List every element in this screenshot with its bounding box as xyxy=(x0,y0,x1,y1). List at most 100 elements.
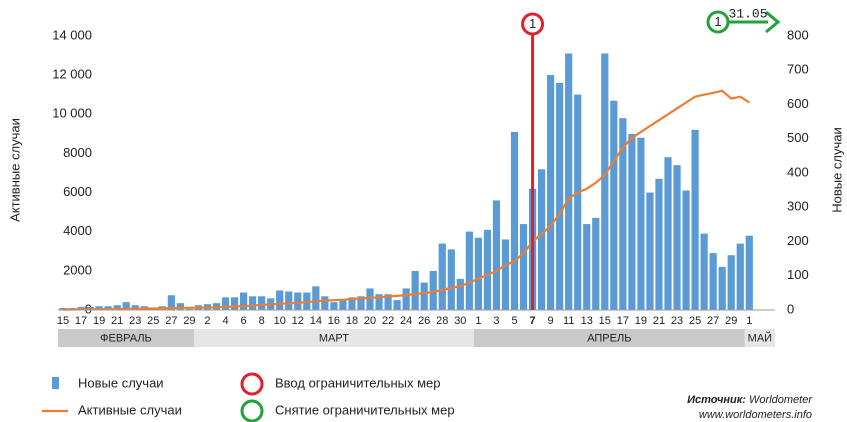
x-tick-label: 12 xyxy=(292,315,304,327)
lift-marker-circle xyxy=(706,10,730,34)
bar xyxy=(429,270,437,310)
x-tick-label: 1 xyxy=(475,315,481,327)
legend-label: Ввод ограничительных мер xyxy=(275,375,440,390)
bar xyxy=(375,294,383,310)
month-band xyxy=(744,329,775,347)
bar xyxy=(736,243,744,310)
bar xyxy=(384,294,392,310)
bar xyxy=(700,233,708,310)
x-tick-label: 21 xyxy=(653,315,665,327)
bar xyxy=(240,292,248,310)
bar xyxy=(330,302,338,310)
x-tick-label: 25 xyxy=(689,315,701,327)
bar xyxy=(366,288,374,310)
bar xyxy=(185,308,194,310)
bar xyxy=(628,133,636,310)
lift-arrow-head xyxy=(765,10,781,34)
lift-date: 31.05 xyxy=(728,6,767,21)
bar xyxy=(592,217,600,310)
bar xyxy=(339,299,347,310)
month-label: МАРТ xyxy=(319,332,349,344)
bar xyxy=(574,94,582,310)
y-tick-label: 4000 xyxy=(63,223,92,238)
month-band xyxy=(473,329,745,347)
bar xyxy=(565,53,573,310)
lift-marker-label: 1 xyxy=(714,14,721,29)
y2-tick-label: 100 xyxy=(787,267,809,282)
x-tick-label: 3 xyxy=(493,315,499,327)
legend-marker xyxy=(240,372,264,396)
y-tick-label: 12 000 xyxy=(52,67,92,82)
bar xyxy=(682,190,690,310)
bar xyxy=(167,295,175,310)
bar xyxy=(510,131,519,310)
bar xyxy=(321,296,329,310)
x-tick-label: 7 xyxy=(529,315,535,327)
bar xyxy=(664,157,672,310)
bar xyxy=(537,169,546,310)
y2-tick-label: 800 xyxy=(787,27,809,42)
bar xyxy=(501,239,510,310)
bar xyxy=(456,278,464,310)
bar xyxy=(718,266,726,310)
bar xyxy=(637,137,645,310)
x-tick-label: 30 xyxy=(454,315,466,327)
bar xyxy=(402,288,410,310)
x-tick-label: 24 xyxy=(400,315,412,327)
legend-label: Снятие ограничительных мер xyxy=(275,402,455,417)
x-tick-label: 25 xyxy=(147,315,159,327)
intro-marker-label: 1 xyxy=(529,16,536,31)
legend-marker xyxy=(240,399,264,422)
y-tick-label: 8000 xyxy=(63,145,92,160)
x-tick-label: 13 xyxy=(581,315,593,327)
x-tick-label: 10 xyxy=(274,315,286,327)
bar xyxy=(221,297,230,310)
intro-marker-circle xyxy=(521,12,545,36)
bar xyxy=(610,100,618,310)
month-band xyxy=(58,329,194,347)
bar xyxy=(230,297,239,310)
bar xyxy=(465,231,473,310)
x-tick-label: 15 xyxy=(599,315,611,327)
bar xyxy=(285,291,293,310)
y-axis-title: Активные случаи xyxy=(7,118,22,222)
x-tick-label: 15 xyxy=(57,315,69,327)
y2-tick-label: 700 xyxy=(787,62,809,77)
y-tick-label: 6000 xyxy=(63,184,92,199)
x-tick-label: 19 xyxy=(93,315,105,327)
bar xyxy=(249,296,257,310)
x-tick-label: 23 xyxy=(671,315,683,327)
x-tick-label: 21 xyxy=(111,315,123,327)
bar xyxy=(357,296,365,310)
bar xyxy=(673,165,681,310)
month-label: МАЙ xyxy=(748,331,772,344)
bar xyxy=(619,118,627,310)
x-tick-label: 11 xyxy=(563,315,574,327)
bar xyxy=(691,129,699,310)
bar xyxy=(483,229,492,310)
x-tick-label: 4 xyxy=(222,315,228,327)
bar xyxy=(474,237,482,310)
x-tick-label: 29 xyxy=(725,315,737,327)
bar xyxy=(727,255,735,310)
x-tick-label: 20 xyxy=(364,315,376,327)
x-tick-label: 8 xyxy=(259,315,265,327)
bar xyxy=(519,224,528,310)
bar xyxy=(646,192,654,310)
bar xyxy=(176,303,184,310)
bar xyxy=(276,290,284,310)
x-tick-label: 28 xyxy=(436,315,448,327)
x-tick-label: 22 xyxy=(382,315,394,327)
x-tick-label: 19 xyxy=(635,315,647,327)
y2-tick-label: 500 xyxy=(787,130,809,145)
bar xyxy=(294,292,302,310)
source-line: Источник: Worldometer xyxy=(687,394,813,406)
bar xyxy=(547,75,555,310)
source-url: www.worldometers.info xyxy=(699,409,812,421)
y2-tick-label: 400 xyxy=(787,164,809,179)
month-label: ФЕВРАЛЬ xyxy=(100,332,152,344)
legend-label: Активные случаи xyxy=(78,402,182,417)
bar xyxy=(709,253,717,310)
y-tick-label: 2000 xyxy=(63,262,92,277)
bar xyxy=(583,224,591,310)
